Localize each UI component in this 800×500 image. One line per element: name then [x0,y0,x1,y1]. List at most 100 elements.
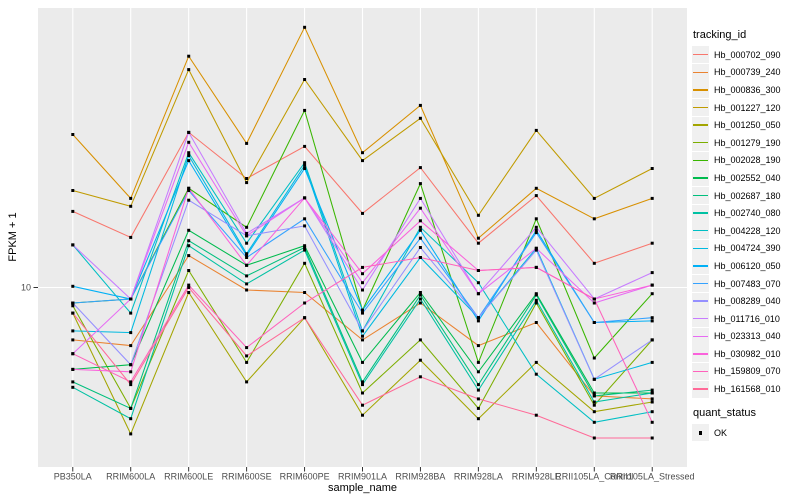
legend-key-line [693,124,708,126]
data-point-Hb_001250_050-RRIM901LA [361,413,364,417]
legend-item-Hb_002552_040: Hb_002552_040 [692,169,798,187]
data-point-Hb_011716_010-RRIM600LE [187,130,191,134]
legend-item-Hb_001279_190: Hb_001279_190 [692,134,798,152]
legend-item-Hb_006120_050: Hb_006120_050 [692,257,798,275]
data-point-Hb_001250_050-RRIM928LE [534,360,538,364]
legend-key-line [693,89,708,91]
data-point-Hb_000702_090-RRIM928BA [418,166,422,170]
data-point-Hb_023313_040-RRIM928LA [476,292,480,296]
data-point-Hb_000702_090-RRIM600PE [303,144,307,148]
data-point-Hb_008289_040-RRIM928LA [476,316,480,320]
data-point-Hb_000836_300-RRIM928BA [418,103,422,107]
legend-title-quant-status: quant_status [693,406,756,419]
data-point-Hb_004228_120-RRII105LA_Stressed [650,410,654,414]
data-point-Hb_001227_120-RRII105LA_Control [592,196,596,200]
x-tick-label-RRIM600PE: RRIM600PE [280,472,330,482]
data-point-Hb_000836_300-RRIM928LE [534,186,538,190]
legend-item-Hb_004724_390: Hb_004724_390 [692,239,798,258]
data-point-Hb_161568_010-RRIM928LA [476,397,480,401]
data-point-Hb_001250_050-RRIM600LE [187,291,191,294]
data-point-Hb_159809_070-RRII105LA_Control [592,297,596,301]
x-tick-label-RRIM901LA: RRIM901LA [338,472,387,482]
data-point-Hb_000836_300-RRIM600SE [245,141,249,145]
data-point-Hb_000702_090-RRIM928LA [476,241,480,245]
data-point-Hb_000702_090-RRIM600LA [129,235,133,239]
data-point-Hb_002740_080-RRIM600SE [245,282,249,286]
data-point-Hb_023313_040-RRIM600SE [245,234,249,238]
data-point-Hb_002028_190-RRIM928LA [476,360,480,364]
legend-item-Hb_000702_090: Hb_000702_090 [692,46,798,64]
data-point-Hb_000739_240-RRIM901LA [361,338,364,342]
legend-key-swatch [692,151,709,169]
data-point-Hb_000836_300-RRII105LA_Control [592,217,596,221]
data-point-Hb_001279_190-RRIM928LE [534,301,538,305]
legend-item-Hb_023313_040: Hb_023313_040 [692,327,798,346]
legend-item-label: Hb_000836_300 [714,84,781,95]
legend-item-Hb_008289_040: Hb_008289_040 [692,292,798,310]
data-point-Hb_001250_050-RRIM928BA [418,358,422,362]
data-point-Hb_006120_050-RRII105LA_Stressed [650,319,654,323]
data-point-Hb_001279_190-RRIM600SE [245,360,249,364]
legend-item-label: Hb_001250_050 [714,120,781,131]
legend-key-swatch [692,204,709,222]
data-point-Hb_011716_010-RRIM600SE [245,231,249,235]
legend-key-line [693,370,708,373]
legend-item-label: Hb_001279_190 [714,137,781,148]
data-point-Hb_002552_040-RRIM600PE [303,244,307,248]
x-tick-label-PB350LA: PB350LA [54,472,92,482]
data-point-Hb_002740_080-RRIM928BA [418,297,422,301]
legend-item-label: Hb_008289_040 [714,296,781,307]
data-point-Hb_001227_120-RRIM928LA [476,213,480,217]
data-point-Hb_002740_080-RRIM600LA [129,417,133,421]
data-point-Hb_007483_070-RRII105LA_Stressed [650,316,654,320]
data-point-Hb_011716_010-RRIM901LA [361,288,364,292]
data-point-Hb_161568_010-RRIM901LA [361,403,364,407]
legend-key-line [693,212,708,214]
legend-key-line [693,177,708,179]
legend-key-swatch [692,327,709,345]
legend-key-swatch [692,99,709,117]
legend-key-swatch [692,380,709,398]
legend-key-line [693,300,708,302]
data-point-Hb_002740_080-RRII105LA_Control [592,400,596,404]
data-point-Hb_007483_070-RRIM600SE [245,256,249,259]
data-point-Hb_004228_120-RRII105LA_Control [592,420,596,424]
data-point-Hb_004228_120-RRIM600LA [129,311,133,315]
legend-key-swatch [692,257,709,275]
data-point-Hb_007483_070-RRIM928LE [534,231,538,235]
data-point-Hb_030982_010-RRIM928BA [418,219,422,223]
data-point-Hb_161568_010-RRII105LA_Stressed [650,436,654,440]
legend-key-line [693,388,708,390]
data-point-Hb_004724_390-PB350LA [71,329,75,333]
data-point-Hb_023313_040-RRII105LA_Control [592,301,596,305]
legend-key-line [693,194,708,197]
data-point-Hb_000739_240-RRIM928LE [534,321,538,324]
x-tick-label-RRII105LA_Control: RRII105LA_Control [555,472,633,482]
data-point-Hb_000739_240-RRIM600LE [187,254,191,258]
data-point-Hb_004228_120-RRIM600SE [245,241,249,245]
data-point-Hb_001250_050-RRII105LA_Stressed [650,400,654,404]
data-point-Hb_004724_390-RRIM600PE [303,163,307,167]
data-point-Hb_159809_070-RRIM600LE [187,283,191,287]
legend-item-Hb_007483_070: Hb_007483_070 [692,275,798,293]
legend-key-swatch [692,81,709,99]
legend-key-line [693,282,708,285]
data-point-Hb_011716_010-RRIM928BA [418,196,422,200]
data-point-Hb_007483_070-RRII105LA_Control [592,321,596,324]
x-tick-label-RRIM928LE: RRIM928LE [512,472,561,482]
data-point-Hb_007483_070-RRIM600LE [187,189,191,192]
legend-item-Hb_001250_050: Hb_001250_050 [692,116,798,134]
data-point-Hb_007483_070-RRIM600PE [303,217,307,221]
data-point-Hb_030982_010-RRIM600LE [187,186,191,190]
legend-item-label: Hb_000702_090 [714,49,781,60]
x-tick-label-RRIM600SE: RRIM600SE [222,472,272,482]
legend-key-swatch [692,222,709,240]
data-point-Hb_008289_040-RRIM600LE [187,198,191,202]
legend-item-label: Hb_000739_240 [714,67,781,78]
data-point-Hb_000739_240-RRIM928LA [476,344,480,348]
legend-key-line [693,247,708,250]
data-point-Hb_001279_190-RRIM928LA [476,406,480,410]
data-point-Hb_002687_180-RRIM928BA [418,293,422,297]
x-tick-label-RRIM600LE: RRIM600LE [164,472,213,482]
legend-key-swatch [692,310,709,328]
